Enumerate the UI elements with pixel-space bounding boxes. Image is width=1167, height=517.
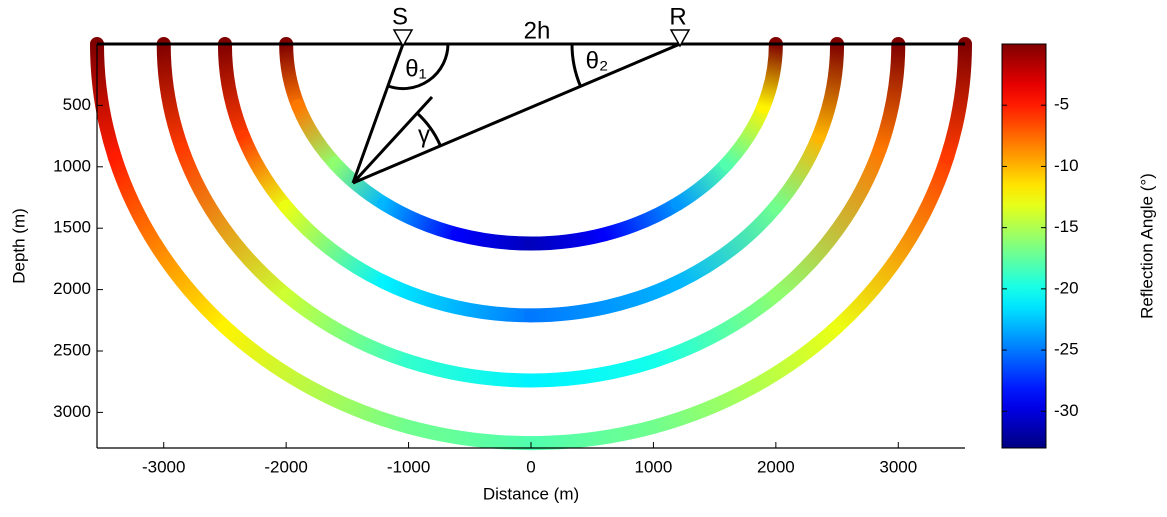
- isochron-segment: [291, 99, 343, 171]
- isochron-segment: [524, 419, 661, 451]
- x-tick-label: 2000: [757, 457, 795, 476]
- source-label: S: [392, 3, 408, 30]
- isochron-segment: [450, 227, 538, 251]
- isochron-segment: [279, 287, 416, 369]
- gamma-arc: [415, 111, 442, 147]
- isochron-segment: [401, 354, 538, 388]
- isochron-segment: [646, 319, 845, 434]
- x-tick-label: 1000: [635, 457, 673, 476]
- isochron-segment: [377, 196, 465, 242]
- isochron-segment: [236, 129, 294, 214]
- x-axis-label: Distance (m): [483, 484, 579, 503]
- isochron-segment: [279, 37, 306, 114]
- colorbar-tick-label: -20: [1054, 278, 1079, 297]
- isochron-segment: [768, 129, 826, 214]
- isochron-segment: [670, 156, 734, 211]
- isochron-segment: [811, 37, 845, 144]
- y-tick-label: 3000: [53, 402, 91, 421]
- isochron-segment: [90, 37, 122, 164]
- isochron-segment: [524, 227, 612, 251]
- offset-label: 2h: [524, 17, 551, 44]
- y-tick-label: 1500: [53, 218, 91, 237]
- theta1-arc: [387, 43, 450, 91]
- colorbar-tick-label: -5: [1054, 95, 1069, 114]
- isochron-segment: [719, 99, 771, 171]
- colorbar-tick-label: -15: [1054, 217, 1079, 236]
- isochron-segment: [830, 149, 955, 334]
- y-tick-label: 2000: [53, 279, 91, 298]
- normal-line: [351, 95, 434, 185]
- theta2-arc: [570, 43, 582, 87]
- theta2-label: θ₂: [586, 47, 609, 74]
- isochron-segment: [217, 37, 251, 144]
- theta1-label: θ₁: [405, 55, 426, 82]
- x-tick-label: 3000: [879, 457, 917, 476]
- isochron-segment: [597, 196, 685, 242]
- isochron-segment: [328, 156, 392, 211]
- isochron-segment: [107, 149, 232, 334]
- isochron-segment: [156, 37, 190, 157]
- colorbar-tick-label: -10: [1054, 156, 1079, 175]
- isochron-segment: [279, 199, 392, 290]
- gamma-label: γ: [418, 121, 430, 148]
- x-tick-label: -1000: [387, 457, 430, 476]
- geometry-sketch: [97, 29, 965, 185]
- isochron-segment: [646, 287, 783, 369]
- y-tick-label: 2500: [53, 340, 91, 359]
- colorbar-tick-label: -25: [1054, 340, 1079, 359]
- colorbar-tick-label: -30: [1054, 401, 1079, 420]
- isochron-segment: [872, 37, 906, 157]
- x-tick-label: 0: [526, 457, 535, 476]
- isochron-segment: [670, 199, 783, 290]
- y-axis-label: Depth (m): [9, 208, 28, 284]
- source-marker: [392, 29, 414, 48]
- isochron-segment: [756, 37, 783, 114]
- colorbar: [1001, 43, 1047, 449]
- receiver-ray: [352, 42, 681, 185]
- isochron-segment: [401, 419, 538, 451]
- isochron-segment: [524, 275, 685, 323]
- receiver-marker: [669, 29, 691, 48]
- isochron-segment: [377, 275, 538, 323]
- isochron-segment: [217, 319, 416, 434]
- isochron-segment: [940, 37, 972, 164]
- colorbar-label: Reflection Angle (°): [1137, 173, 1156, 319]
- isochron-segment: [768, 142, 887, 302]
- x-tick-label: -2000: [264, 457, 307, 476]
- isochron-segment: [524, 354, 661, 388]
- y-tick-label: 1000: [53, 156, 91, 175]
- isochrons: [90, 37, 972, 451]
- isochron-segment: [175, 142, 294, 302]
- x-tick-label: -3000: [142, 457, 185, 476]
- source-ray: [351, 43, 405, 184]
- y-tick-label: 500: [63, 95, 91, 114]
- receiver-label: R: [669, 3, 686, 30]
